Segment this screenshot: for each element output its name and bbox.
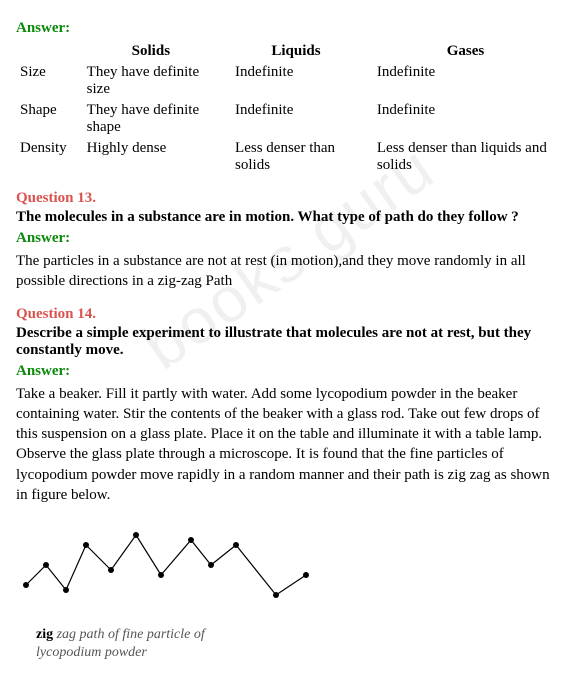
caption-tail-1: zag path of fine particle of — [57, 627, 205, 642]
answer-text-13: The particles in a substance are not at … — [16, 251, 564, 292]
cell: They have definite shape — [77, 100, 225, 138]
cell: Indefinite — [225, 62, 367, 100]
row-label-density: Density — [16, 138, 77, 176]
row-label-shape: Shape — [16, 100, 77, 138]
answer-label-14: Answer: — [16, 363, 564, 380]
caption-zig: zig — [36, 627, 53, 642]
cell: They have definite size — [77, 62, 225, 100]
zigzag-figure: zig zig zag path of fine particle of zag… — [16, 515, 564, 662]
question-text-14: Describe a simple experiment to illustra… — [16, 325, 564, 359]
comparison-table: Solids Liquids Gases Size They have defi… — [16, 41, 564, 176]
cell: Highly dense — [77, 138, 225, 176]
question-label-13: Question 13. — [16, 190, 564, 207]
cell: Less denser than solids — [225, 138, 367, 176]
answer-label-12: Answer: — [16, 20, 564, 37]
row-label-size: Size — [16, 62, 77, 100]
col-header-blank — [16, 41, 77, 62]
cell: Indefinite — [367, 62, 564, 100]
question-text-13: The molecules in a substance are in moti… — [16, 209, 564, 226]
zigzag-svg — [16, 515, 326, 615]
col-header-gases: Gases — [367, 41, 564, 62]
caption-line2: lycopodium powder — [36, 645, 147, 660]
col-header-liquids: Liquids — [225, 41, 367, 62]
table-header-row: Solids Liquids Gases — [16, 41, 564, 62]
cell: Less denser than liquids and solids — [367, 138, 564, 176]
table-row: Shape They have definite shape Indefinit… — [16, 100, 564, 138]
question-label-14: Question 14. — [16, 306, 564, 323]
cell: Indefinite — [225, 100, 367, 138]
table-row: Density Highly dense Less denser than so… — [16, 138, 564, 176]
col-header-solids: Solids — [77, 41, 225, 62]
figure-caption-line1: zig zig zag path of fine particle of zag… — [36, 626, 564, 662]
answer-text-14: Take a beaker. Fill it partly with water… — [16, 384, 564, 506]
table-row: Size They have definite size Indefinite … — [16, 62, 564, 100]
answer-label-13: Answer: — [16, 230, 564, 247]
cell: Indefinite — [367, 100, 564, 138]
